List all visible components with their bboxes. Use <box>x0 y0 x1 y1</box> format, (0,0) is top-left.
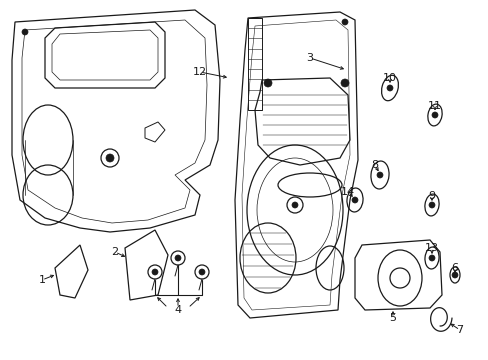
Text: 7: 7 <box>455 325 463 335</box>
Text: 1: 1 <box>39 275 45 285</box>
Text: 6: 6 <box>450 263 458 273</box>
Circle shape <box>351 197 357 203</box>
Text: 4: 4 <box>174 305 181 315</box>
Text: 9: 9 <box>427 191 435 201</box>
Text: 3: 3 <box>306 53 313 63</box>
Circle shape <box>341 19 347 25</box>
Circle shape <box>199 269 204 275</box>
Circle shape <box>106 154 114 162</box>
Circle shape <box>175 255 181 261</box>
Circle shape <box>22 29 28 35</box>
Circle shape <box>451 272 457 278</box>
Circle shape <box>428 202 434 208</box>
Text: 2: 2 <box>111 247 118 257</box>
Circle shape <box>376 172 382 178</box>
Text: 14: 14 <box>340 187 354 197</box>
Circle shape <box>264 79 271 87</box>
Text: 5: 5 <box>389 313 396 323</box>
Circle shape <box>291 202 297 208</box>
Circle shape <box>340 79 348 87</box>
Circle shape <box>431 112 437 118</box>
Text: 8: 8 <box>371 160 378 170</box>
Circle shape <box>152 269 158 275</box>
Circle shape <box>428 255 434 261</box>
Circle shape <box>386 85 392 91</box>
Text: 11: 11 <box>427 101 441 111</box>
Text: 12: 12 <box>193 67 206 77</box>
Text: 13: 13 <box>424 243 438 253</box>
Text: 10: 10 <box>382 73 396 83</box>
